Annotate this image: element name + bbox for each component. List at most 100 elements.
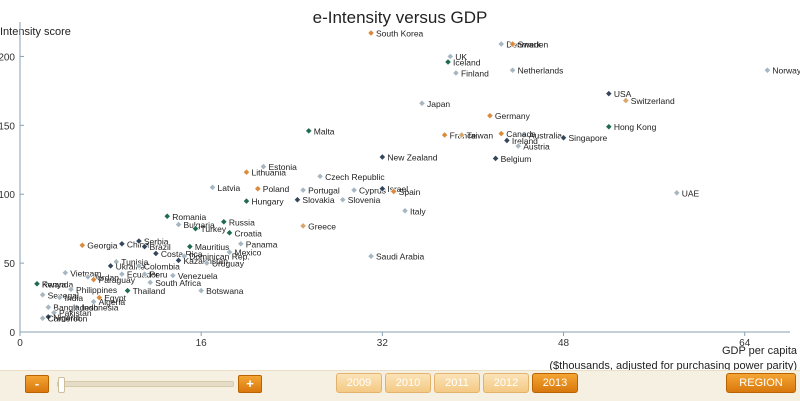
data-point [605, 90, 613, 98]
data-point [508, 40, 517, 48]
x-axis-label-line2: ($thousands, adjusted for purchasing pow… [549, 360, 797, 372]
point-label: Saudi Arabia [376, 252, 424, 262]
data-point [622, 96, 630, 105]
data-point [254, 185, 262, 193]
data-point [44, 303, 52, 311]
year-button-2012[interactable]: 2012 [483, 373, 529, 393]
point-label: Poland [263, 184, 290, 194]
data-point [72, 303, 81, 311]
data-point [89, 298, 98, 306]
data-point [33, 280, 41, 288]
data-point [378, 153, 386, 161]
point-label: Norway [772, 66, 800, 76]
point-label: New Zealand [387, 153, 437, 163]
year-button-2011[interactable]: 2011 [434, 373, 480, 393]
zoom-in-button[interactable]: + [238, 375, 262, 393]
data-point [203, 259, 211, 267]
data-point [174, 220, 183, 229]
data-point [225, 229, 234, 237]
data-point [486, 112, 494, 120]
point-label: Slovenia [348, 195, 381, 205]
data-point [605, 123, 613, 131]
point-label: Hong Kong [614, 122, 657, 132]
point-label: Mexico [234, 248, 261, 258]
data-point [78, 241, 86, 249]
point-label: Romania [172, 212, 206, 222]
data-point [316, 172, 324, 180]
zoom-out-button[interactable]: - [25, 375, 49, 393]
year-button-2013[interactable]: 2013 [532, 373, 578, 393]
point-label: Portugal [308, 186, 340, 196]
data-point [163, 212, 171, 220]
y-tick-label: 0 [9, 328, 15, 339]
point-label: Bangladesh [53, 303, 98, 313]
point-label: Mauritius [195, 242, 229, 252]
data-point [237, 240, 245, 248]
point-label: Austria [523, 142, 550, 152]
point-label: Netherlands [518, 66, 564, 76]
point-label: UAE [682, 188, 700, 198]
point-label: Hungary [251, 197, 284, 207]
y-tick-label: 100 [0, 190, 15, 201]
point-label: Panama [246, 239, 278, 249]
year-button-2009[interactable]: 2009 [336, 373, 382, 393]
point-label: Botswana [206, 286, 244, 296]
point-label: Egypt [104, 293, 126, 303]
data-point [497, 129, 505, 138]
year-button-2010[interactable]: 2010 [385, 373, 431, 393]
y-tick-label: 200 [0, 52, 15, 63]
point-label: Dominican Rep. [189, 252, 249, 262]
point-label: Malta [314, 126, 335, 136]
data-point [50, 309, 58, 317]
data-point [418, 99, 426, 107]
data-point [220, 218, 228, 226]
point-label: Sweden [518, 40, 549, 50]
data-point [242, 168, 251, 176]
point-label: Belgium [501, 154, 532, 164]
data-point [367, 252, 375, 260]
data-point [299, 186, 307, 194]
x-axis-label: GDP per capita ($thousands, adjusted for… [549, 344, 797, 374]
region-button[interactable]: REGION [726, 373, 796, 393]
point-label: Colombia [144, 261, 180, 271]
data-point [152, 249, 160, 258]
point-label: Brazil [150, 242, 171, 252]
data-point [208, 183, 217, 191]
point-label: Finland [461, 68, 489, 78]
point-label: Turkey [201, 224, 227, 234]
point-label: Russia [229, 217, 255, 227]
point-label: Paraguay [99, 275, 136, 285]
point-label: Pakistan [59, 308, 92, 318]
data-point [169, 271, 177, 280]
point-label: UK [455, 52, 467, 62]
point-label: Ukraine [116, 261, 146, 271]
zoom-slider-handle[interactable] [58, 377, 65, 393]
data-point [339, 196, 347, 204]
point-label: Slovakia [302, 195, 334, 205]
data-point [444, 58, 452, 66]
point-label: Senegal [48, 290, 79, 300]
point-label: China [127, 239, 149, 249]
x-tick-label: 16 [196, 338, 208, 349]
point-label: Nigeria [53, 312, 80, 322]
data-point [305, 127, 313, 135]
data-point [503, 136, 511, 145]
point-label: Cyprus [359, 186, 386, 196]
zoom-slider[interactable] [57, 377, 234, 393]
data-point [191, 225, 200, 233]
data-point [135, 262, 143, 270]
point-label: Germany [495, 111, 531, 121]
data-point [242, 197, 251, 205]
data-point [123, 287, 132, 295]
point-label: Tunisia [121, 257, 148, 267]
point-label: South Africa [155, 278, 201, 288]
data-point [84, 273, 92, 281]
data-point [520, 131, 528, 139]
data-point [259, 163, 268, 171]
data-point [763, 66, 771, 74]
data-point [39, 314, 47, 322]
data-point [67, 285, 75, 293]
data-point [112, 258, 120, 266]
point-label: Thailand [133, 286, 166, 296]
